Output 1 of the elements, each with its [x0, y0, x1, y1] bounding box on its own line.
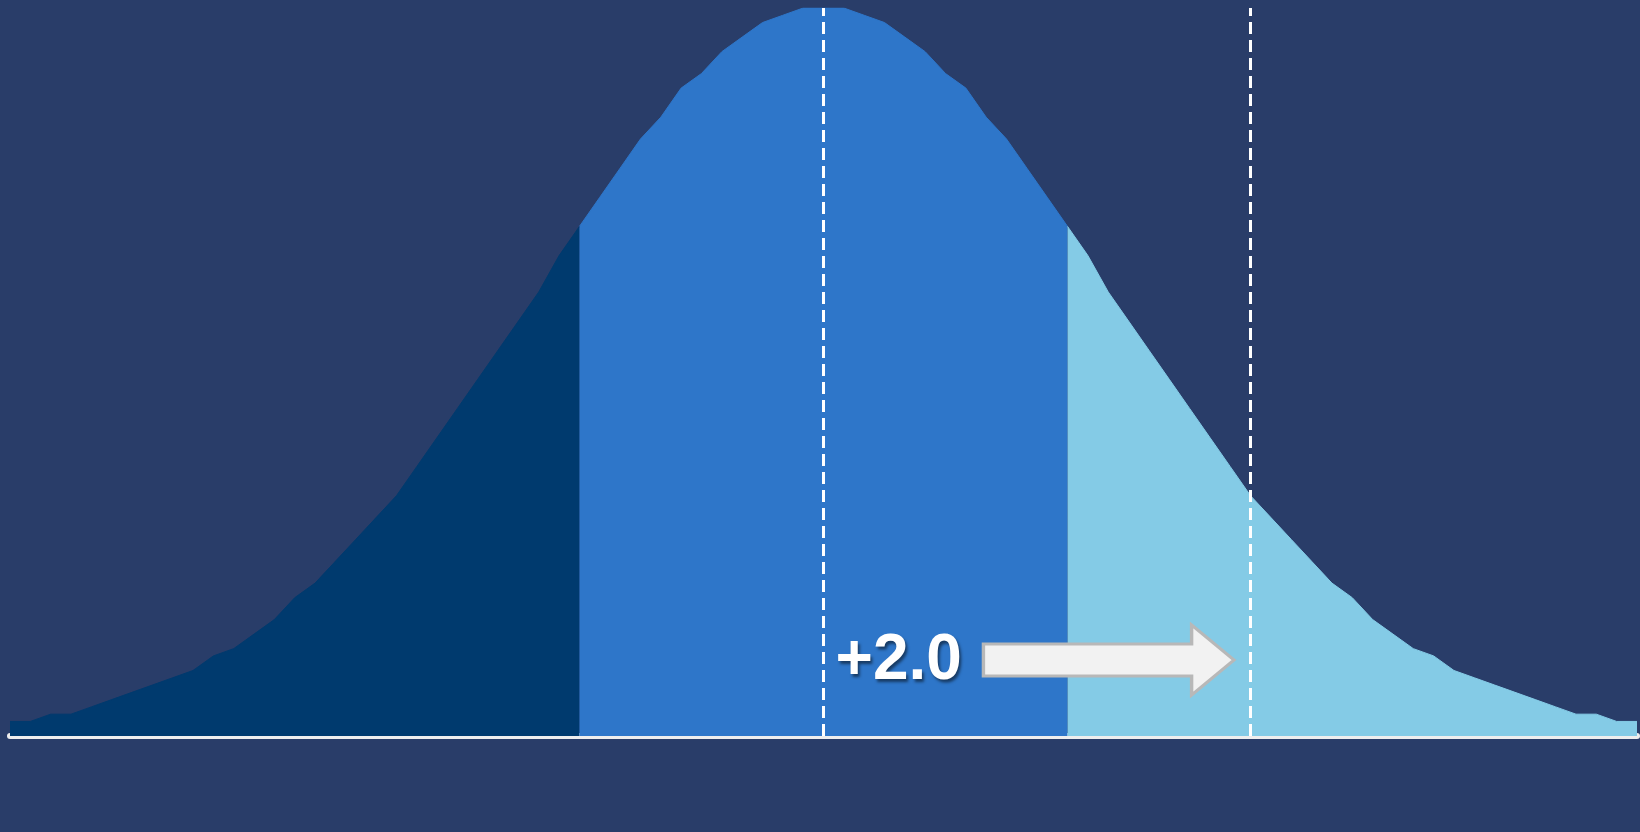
annotation: +2.0 — [835, 620, 962, 694]
